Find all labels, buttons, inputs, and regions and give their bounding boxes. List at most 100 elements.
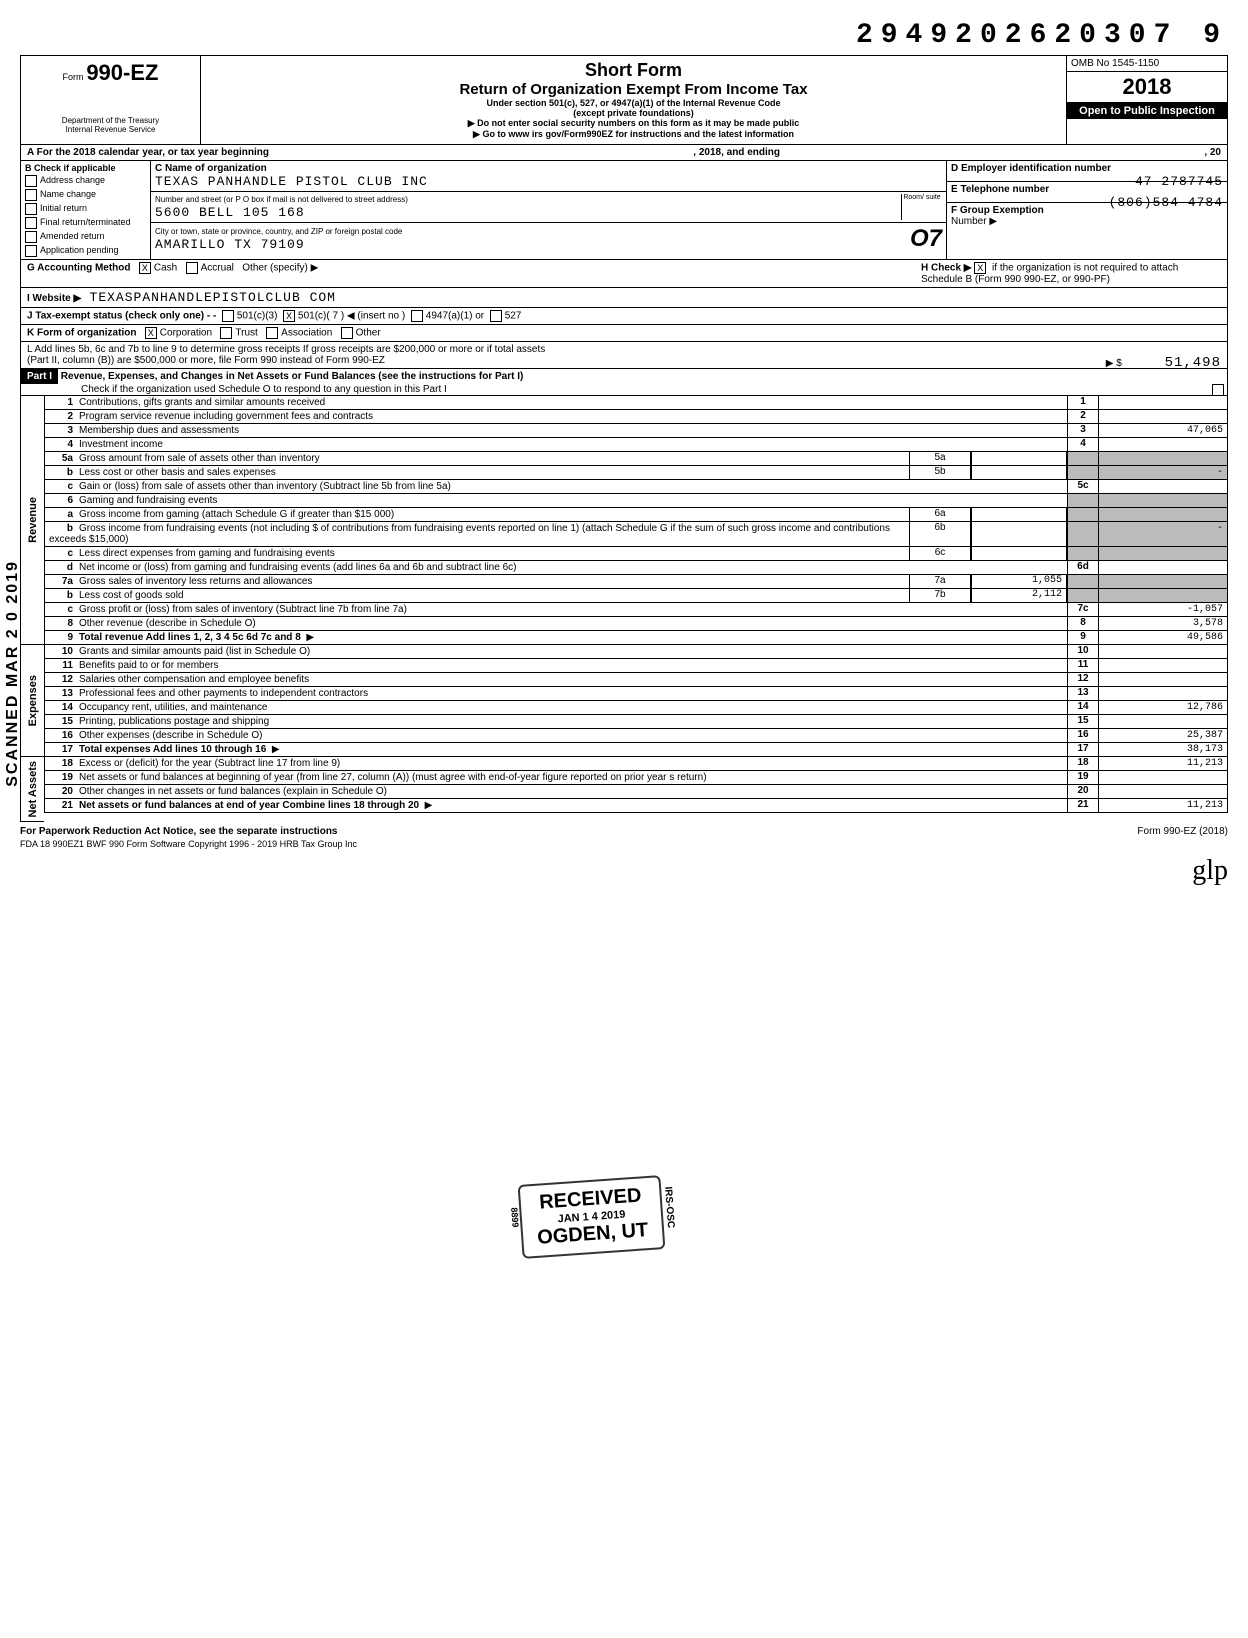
cash-checkbox[interactable]: X <box>139 262 151 274</box>
b-checkbox[interactable] <box>25 175 37 187</box>
row-g-h: G Accounting Method XCash Accrual Other … <box>20 260 1228 288</box>
expenses-section: 10Grants and similar amounts paid (list … <box>44 645 1228 757</box>
line-number <box>1067 547 1099 560</box>
j-b: 501(c)( <box>298 311 330 322</box>
form-line: 1Contributions, gifts grants and similar… <box>44 396 1228 410</box>
j-e: 527 <box>505 311 522 322</box>
j-501c-checkbox[interactable]: X <box>283 310 295 322</box>
form-line: cGross profit or (loss) from sales of in… <box>44 603 1228 617</box>
k-assoc-checkbox[interactable] <box>266 327 278 339</box>
line-number: 6d <box>1067 561 1099 574</box>
f-label: F Group Exemption <box>951 205 1044 216</box>
line-number: 12 <box>1067 673 1099 686</box>
j-527-checkbox[interactable] <box>490 310 502 322</box>
omb-number: OMB No 1545-1150 <box>1067 56 1227 72</box>
k-corp-checkbox[interactable]: X <box>145 327 157 339</box>
line-value <box>1099 659 1227 672</box>
line-value: 11,213 <box>1099 799 1227 812</box>
b-checkbox[interactable] <box>25 217 37 229</box>
form-line: 10Grants and similar amounts paid (list … <box>44 645 1228 659</box>
form-line: aGross income from gaming (attach Schedu… <box>44 508 1228 522</box>
j-4947-checkbox[interactable] <box>411 310 423 322</box>
line-value <box>1099 645 1227 658</box>
mid-box-label: 6b <box>909 522 971 546</box>
line-number: 14 <box>1067 701 1099 714</box>
return-title: Return of Organization Exempt From Incom… <box>209 81 1058 98</box>
line-value <box>1099 438 1227 451</box>
column-b: B Check if applicable Address changeName… <box>21 161 151 259</box>
b-check-item: Initial return <box>25 201 146 215</box>
form-line: 19Net assets or fund balances at beginni… <box>44 771 1228 785</box>
form-line: dNet income or (loss) from gaming and fu… <box>44 561 1228 575</box>
line-number: 3 <box>1067 424 1099 437</box>
line-value <box>1099 396 1227 409</box>
stamp-bar: 8899 <box>509 1207 520 1228</box>
j-d: 4947(a)(1) or <box>426 311 484 322</box>
scanned-stamp: SCANNED MAR 2 0 2019 <box>4 560 22 787</box>
k-other-checkbox[interactable] <box>341 327 353 339</box>
accrual-checkbox[interactable] <box>186 262 198 274</box>
line-value <box>1099 480 1227 493</box>
line-value: - <box>1099 466 1227 479</box>
org-street: 5600 BELL 105 168 <box>155 205 305 220</box>
l-line1: L Add lines 5b, 6c and 7b to line 9 to d… <box>27 344 545 355</box>
line-number: 9 <box>1067 631 1099 644</box>
line-number <box>1067 452 1099 465</box>
row-j: J Tax-exempt status (check only one) - -… <box>20 308 1228 325</box>
form-header: Form 990-EZ Department of the Treasury I… <box>20 55 1228 145</box>
line-number: 20 <box>1067 785 1099 798</box>
d-label: D Employer identification number <box>951 163 1111 174</box>
h-checkbox[interactable]: X <box>974 262 986 274</box>
j-a: 501(c)(3) <box>237 311 278 322</box>
h-label: H Check ▶ <box>921 263 971 274</box>
l-arrow: ▶ $ <box>1106 358 1122 369</box>
mid-box-value <box>971 508 1067 521</box>
row-a-right: , 20 <box>1204 147 1221 158</box>
b-checkbox[interactable] <box>25 203 37 215</box>
form-line: 15Printing, publications postage and shi… <box>44 715 1228 729</box>
g-cash: Cash <box>154 263 177 274</box>
row-a-left: A For the 2018 calendar year, or tax yea… <box>27 147 269 158</box>
expenses-side-label: Expenses <box>20 645 44 757</box>
netassets-side-label: Net Assets <box>20 757 44 822</box>
code-o7: O7 <box>910 225 942 253</box>
b-checkbox[interactable] <box>25 245 37 257</box>
line-number: 4 <box>1067 438 1099 451</box>
schedule-o-checkbox[interactable] <box>1212 384 1224 396</box>
j-501c3-checkbox[interactable] <box>222 310 234 322</box>
line-number: 5c <box>1067 480 1099 493</box>
part-i-sub: Check if the organization used Schedule … <box>21 384 447 395</box>
line-value: 11,213 <box>1099 757 1227 770</box>
line-number <box>1067 575 1099 588</box>
dept-irs: Internal Revenue Service <box>29 125 192 134</box>
b-check-item: Name change <box>25 187 146 201</box>
k-a: Corporation <box>160 328 212 339</box>
line-value: -1,057 <box>1099 603 1227 616</box>
phone-value: (806)584-4784 <box>1109 195 1223 210</box>
line-value <box>1099 494 1227 507</box>
b-check-item: Final return/terminated <box>25 215 146 229</box>
f-label2: Number ▶ <box>951 216 997 227</box>
g-other: Other (specify) ▶ <box>242 263 318 274</box>
c-city-label: City or town, state or province, country… <box>155 227 402 236</box>
line-value: - <box>1099 522 1227 546</box>
form-line: 7aGross sales of inventory less returns … <box>44 575 1228 589</box>
header-right: OMB No 1545-1150 2018 Open to Public Ins… <box>1067 56 1227 144</box>
form-label: Form <box>63 72 84 82</box>
line-number <box>1067 589 1099 602</box>
k-trust-checkbox[interactable] <box>220 327 232 339</box>
form-line: 17Total expenses Add lines 10 through 16… <box>44 743 1228 757</box>
b-check-item: Amended return <box>25 229 146 243</box>
document-number: 2949202620307 9 <box>20 20 1228 51</box>
line-number: 16 <box>1067 729 1099 742</box>
b-checkbox[interactable] <box>25 231 37 243</box>
b-checkbox[interactable] <box>25 189 37 201</box>
line-number: 17 <box>1067 743 1099 756</box>
short-form-title: Short Form <box>209 60 1058 81</box>
k-label: K Form of organization <box>27 328 136 339</box>
line-number: 8 <box>1067 617 1099 630</box>
netassets-section: 18Excess or (deficit) for the year (Subt… <box>44 757 1228 822</box>
row-i: I Website ▶ TEXASPANHANDLEPISTOLCLUB COM <box>20 288 1228 308</box>
form-line: 6Gaming and fundraising events <box>44 494 1228 508</box>
tax-year: 2018 <box>1067 72 1227 103</box>
